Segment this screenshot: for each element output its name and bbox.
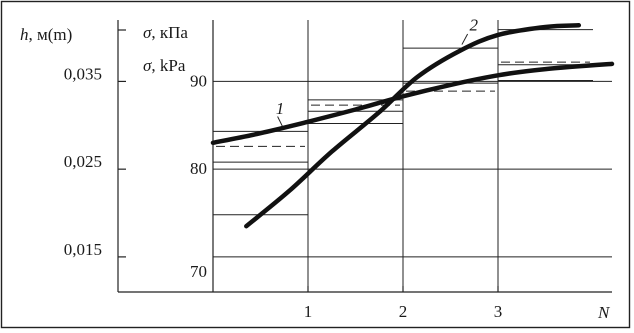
grid [213,20,612,292]
inner-axis-tick-label: 80 [190,159,207,178]
x-axis-title: N [597,303,611,322]
series-line-1 [210,61,615,146]
series-label-1-leader [277,116,283,127]
x-axis-tick-label: 3 [494,302,503,321]
inner-axis-title-ru: σ, кПа [143,23,188,42]
inner-axis-tick-label: 70 [190,262,207,281]
series-label-1: 1 [276,99,285,118]
inner-axis-title-en: σ, kPa [143,56,186,75]
series-label-2-leader [461,33,469,45]
tick-labels: 0,015 0,025 0,035 70 80 90 1 2 3 1 2 [64,16,503,321]
x-axis-tick-label: 1 [304,302,313,321]
series-line-2 [244,23,582,229]
series-label-2: 2 [470,16,479,35]
left-axis-tick-label: 0,025 [64,152,102,171]
x-axis-tick-label: 2 [399,302,408,321]
inner-axis-tick-label: 90 [190,71,207,90]
axes [117,20,612,293]
left-axis-tick-label: 0,035 [64,64,102,83]
series-lines [210,23,615,229]
left-axis-title: h, м(m) [20,25,72,44]
left-axis-tick-label: 0,015 [64,240,102,259]
